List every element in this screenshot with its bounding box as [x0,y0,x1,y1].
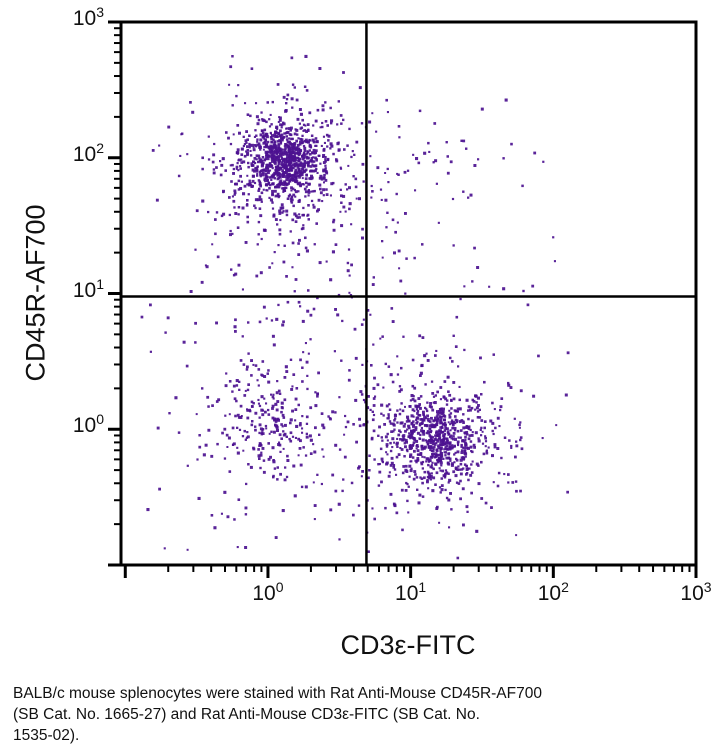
quadrant-gate-lines [121,22,696,565]
x-tick-label-10e3: 103 [680,579,712,605]
x-tick-label-10e1: 101 [395,579,427,605]
y-axis-label: CD45R-AF700 [20,204,51,382]
axis-ticks [108,20,698,578]
x-axis-label: CD3ε-FITC [340,630,476,660]
caption-line-2: (SB Cat. No. 1665-27) and Rat Anti-Mouse… [13,706,480,723]
caption-line-3: 1535-02). [13,727,80,744]
plot-border [119,20,698,567]
y-tick-label-10e3: 103 [72,4,104,30]
y-tick-label-10e0: 100 [72,411,104,438]
x-tick-label-10e2: 102 [537,579,569,605]
scatter-plot-canvas [108,20,698,578]
y-tick-label-10e2: 102 [72,139,104,166]
caption-line-1: BALB/c mouse splenocytes were stained wi… [13,685,542,702]
x-tick-label-10e0: 100 [252,579,284,605]
y-tick-label-10e1: 101 [72,275,104,302]
data-points [140,54,570,560]
figure-caption: BALB/c mouse splenocytes were stained wi… [13,683,703,746]
